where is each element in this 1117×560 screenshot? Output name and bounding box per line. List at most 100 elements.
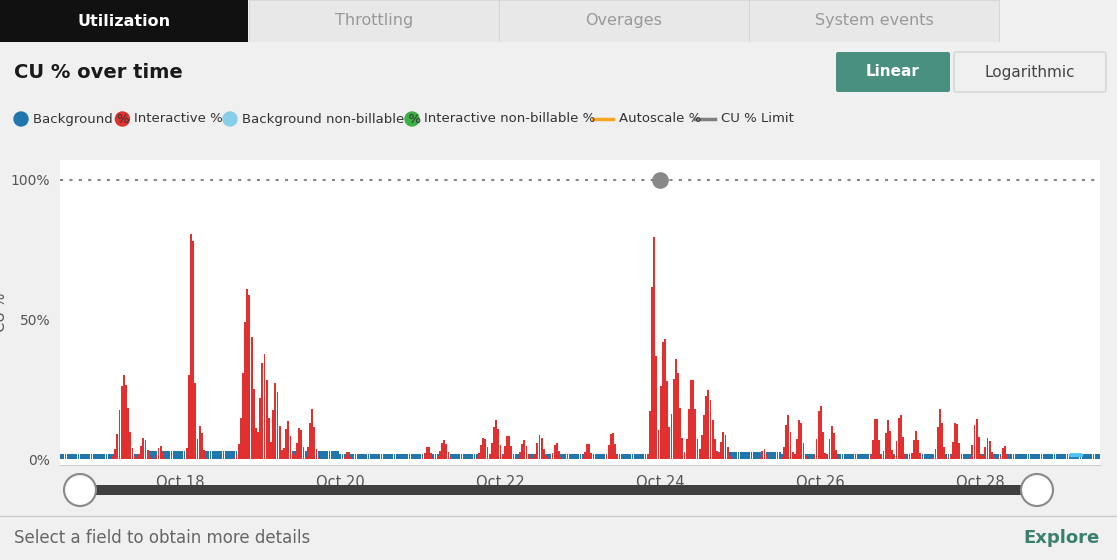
Bar: [584, 454, 585, 459]
Bar: [309, 423, 311, 459]
Bar: [296, 451, 298, 459]
Bar: [508, 454, 510, 459]
Bar: [423, 454, 426, 459]
Bar: [136, 454, 137, 459]
Bar: [554, 445, 555, 459]
Bar: [478, 454, 480, 459]
Bar: [178, 451, 179, 459]
Bar: [536, 454, 538, 459]
Bar: [889, 431, 891, 459]
Bar: [316, 450, 317, 459]
Bar: [872, 440, 873, 459]
Bar: [1081, 454, 1083, 459]
Bar: [666, 381, 668, 459]
Bar: [352, 454, 354, 459]
Bar: [227, 451, 229, 459]
Bar: [760, 457, 761, 459]
Bar: [49, 454, 51, 459]
Bar: [499, 454, 502, 459]
Bar: [1009, 454, 1010, 459]
Bar: [236, 455, 237, 459]
Bar: [206, 451, 207, 459]
Bar: [943, 447, 945, 459]
Bar: [312, 451, 313, 459]
Bar: [705, 452, 707, 459]
Bar: [974, 454, 975, 459]
Bar: [121, 454, 123, 459]
Bar: [525, 446, 527, 459]
Bar: [157, 447, 160, 459]
Bar: [95, 454, 97, 459]
Bar: [658, 431, 659, 459]
Bar: [723, 432, 724, 459]
Bar: [513, 454, 515, 459]
Bar: [801, 454, 802, 459]
Bar: [141, 446, 142, 459]
Bar: [1071, 454, 1072, 459]
Bar: [836, 454, 837, 459]
Bar: [796, 454, 798, 459]
Bar: [891, 450, 894, 459]
Bar: [670, 414, 672, 459]
Bar: [490, 442, 493, 459]
Bar: [149, 451, 151, 459]
Bar: [939, 409, 941, 459]
Bar: [212, 451, 213, 459]
Bar: [283, 451, 285, 459]
Bar: [626, 454, 627, 459]
Bar: [273, 410, 274, 459]
Bar: [199, 426, 201, 459]
Bar: [469, 454, 471, 459]
Bar: [790, 454, 792, 459]
Bar: [727, 447, 728, 459]
Bar: [872, 454, 873, 459]
Bar: [943, 454, 945, 459]
Bar: [317, 451, 319, 459]
Text: System events: System events: [814, 13, 934, 29]
Bar: [185, 451, 188, 459]
Bar: [762, 451, 763, 459]
Bar: [487, 454, 488, 459]
Bar: [504, 454, 506, 459]
Bar: [958, 443, 961, 459]
Bar: [1065, 454, 1067, 459]
Bar: [213, 451, 216, 459]
Bar: [141, 451, 142, 459]
Bar: [245, 321, 246, 459]
Bar: [490, 454, 493, 459]
Bar: [426, 447, 428, 459]
Bar: [314, 451, 315, 459]
Bar: [1041, 454, 1042, 459]
Bar: [887, 454, 889, 459]
Bar: [841, 454, 843, 459]
Bar: [870, 455, 871, 459]
Bar: [709, 452, 712, 459]
Bar: [933, 454, 934, 459]
Bar: [651, 287, 653, 459]
Bar: [385, 454, 386, 459]
Bar: [703, 415, 705, 459]
Bar: [954, 423, 956, 459]
Bar: [527, 454, 529, 459]
Bar: [772, 452, 774, 459]
Bar: [833, 433, 834, 459]
Bar: [340, 454, 341, 459]
Bar: [104, 454, 105, 459]
Bar: [1023, 454, 1025, 459]
Bar: [194, 382, 197, 459]
Bar: [827, 454, 828, 459]
Bar: [681, 452, 684, 459]
Bar: [827, 454, 828, 459]
Bar: [550, 454, 551, 459]
Bar: [139, 454, 140, 459]
Bar: [529, 458, 532, 459]
Bar: [112, 456, 114, 459]
Bar: [40, 454, 42, 459]
Bar: [582, 454, 584, 459]
Bar: [183, 451, 185, 459]
Bar: [63, 454, 64, 459]
Bar: [774, 452, 776, 459]
Bar: [199, 451, 201, 459]
Bar: [443, 454, 446, 459]
Bar: [718, 452, 720, 459]
